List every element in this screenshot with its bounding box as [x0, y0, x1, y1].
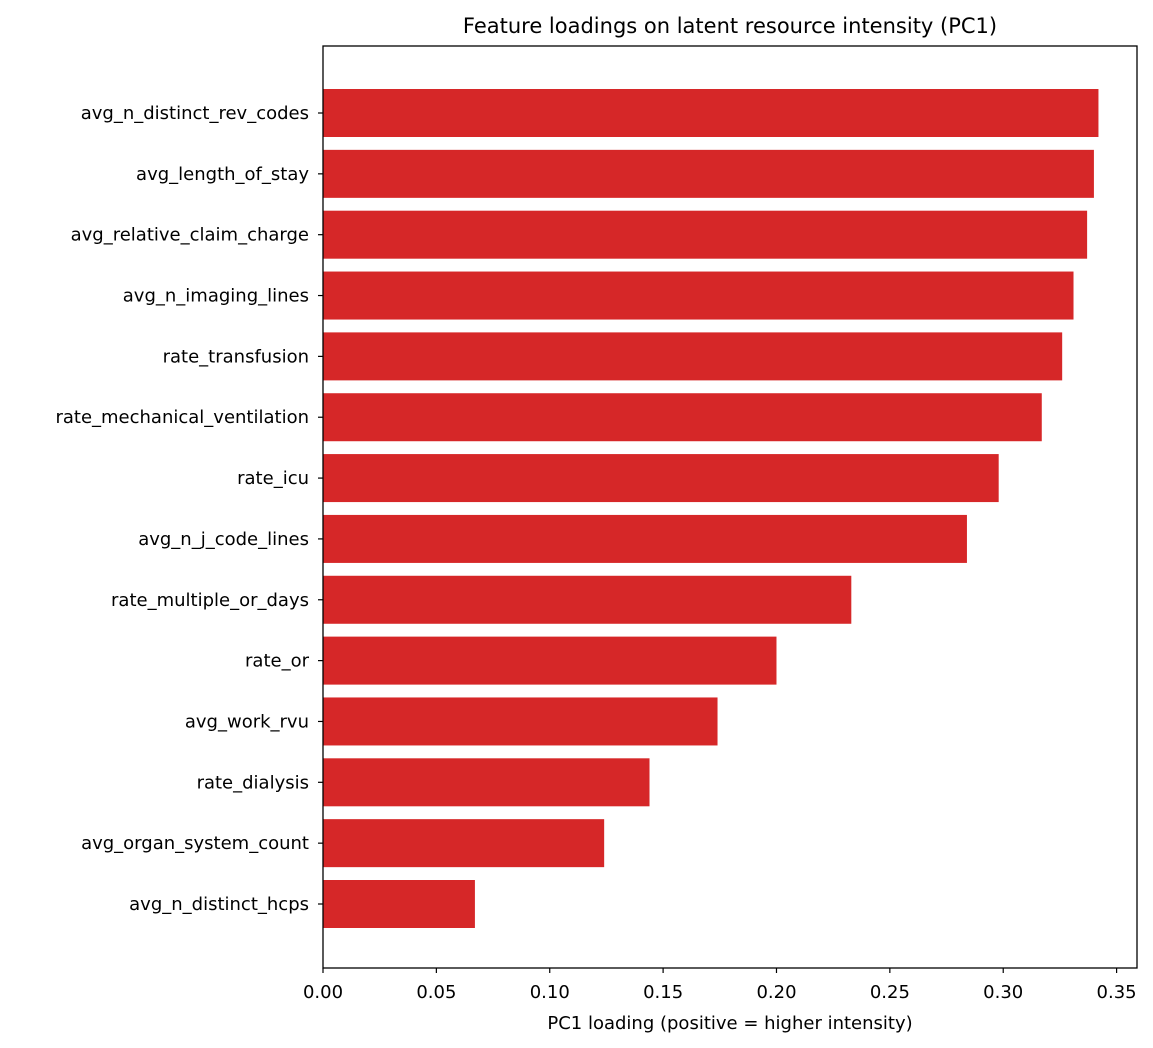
bar-rate_mechanical_ventilation — [323, 393, 1042, 442]
bar-avg_relative_claim_charge — [323, 210, 1088, 259]
bar-avg_n_imaging_lines — [323, 271, 1074, 320]
bar-rate_dialysis — [323, 758, 650, 807]
y-tick-label: avg_relative_claim_charge — [71, 225, 309, 246]
x-tick-label: 0.05 — [416, 982, 456, 1003]
y-tick-label: avg_n_distinct_rev_codes — [81, 103, 309, 124]
bar-rate_transfusion — [323, 332, 1063, 381]
y-tick-label: rate_mechanical_ventilation — [55, 407, 309, 428]
bar-avg_n_distinct_hcps — [323, 880, 475, 928]
axes-frame — [322, 45, 1138, 969]
x-tick-label: 0.30 — [983, 982, 1023, 1003]
bar-avg_work_rvu — [323, 697, 718, 746]
x-axis-label: PC1 loading (positive = higher intensity… — [547, 1013, 912, 1034]
y-tick-label: rate_icu — [237, 468, 309, 489]
chart-title: Feature loadings on latent resource inte… — [463, 14, 997, 38]
y-tick-label: avg_work_rvu — [185, 711, 309, 732]
x-tick-label: 0.20 — [756, 982, 796, 1003]
bar-rate_multiple_or_days — [323, 575, 852, 624]
bar-avg_length_of_stay — [323, 149, 1094, 198]
y-tick-label: rate_multiple_or_days — [111, 590, 309, 611]
y-tick-label: rate_transfusion — [163, 346, 309, 367]
y-tick-label: rate_dialysis — [197, 772, 309, 793]
bar-avg_organ_system_count — [323, 819, 605, 868]
x-tick-label: 0.35 — [1097, 982, 1137, 1003]
bar-rate_or — [323, 636, 777, 685]
y-tick-label: avg_n_distinct_hcps — [129, 894, 309, 915]
y-tick-label: avg_length_of_stay — [136, 164, 309, 185]
bar-avg_n_j_code_lines — [323, 514, 967, 563]
x-tick-label: 0.25 — [870, 982, 910, 1003]
y-tick-label: rate_or — [245, 651, 310, 672]
y-tick-label: avg_organ_system_count — [81, 833, 309, 854]
x-tick-label: 0.15 — [643, 982, 683, 1003]
bar-avg_n_distinct_rev_codes — [323, 89, 1099, 137]
y-tick-label: avg_n_imaging_lines — [123, 286, 309, 307]
y-tick-label: avg_n_j_code_lines — [138, 529, 309, 550]
x-tick-label: 0.10 — [530, 982, 570, 1003]
bar-rate_icu — [323, 454, 999, 503]
x-tick-label: 0.00 — [303, 982, 343, 1003]
